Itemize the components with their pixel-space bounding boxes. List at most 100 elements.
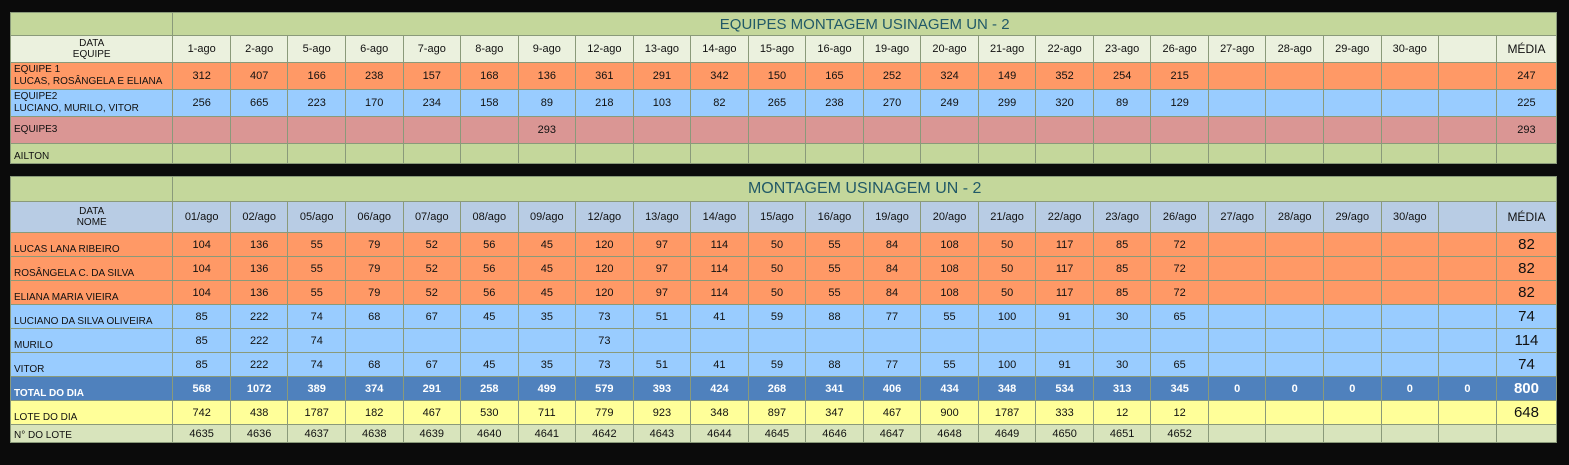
value-cell[interactable]: 117 — [1035, 232, 1094, 257]
value-cell[interactable]: 4638 — [344, 424, 404, 443]
date-header[interactable]: 26-ago — [1150, 35, 1209, 63]
value-cell[interactable]: 136 — [229, 256, 289, 281]
date-header[interactable]: 5-ago — [287, 35, 346, 63]
value-cell[interactable]: 312 — [172, 62, 231, 90]
value-cell[interactable] — [1380, 280, 1440, 305]
value-cell[interactable] — [1207, 116, 1267, 144]
media-cell[interactable]: 114 — [1495, 328, 1558, 353]
value-cell[interactable]: 352 — [1035, 62, 1094, 90]
value-cell[interactable]: 299 — [977, 89, 1037, 117]
value-cell[interactable] — [1380, 424, 1440, 443]
date-header[interactable]: 27/ago — [1207, 201, 1267, 233]
value-cell[interactable]: 249 — [920, 89, 979, 117]
value-cell[interactable]: 67 — [402, 352, 462, 377]
value-cell[interactable] — [1265, 352, 1324, 377]
value-cell[interactable]: 67 — [402, 304, 462, 329]
date-header[interactable] — [1438, 35, 1497, 63]
value-cell[interactable]: 74 — [287, 304, 346, 329]
value-cell[interactable] — [862, 143, 922, 164]
value-cell[interactable]: 55 — [805, 256, 864, 281]
value-cell[interactable]: 347 — [805, 400, 864, 425]
value-cell[interactable]: 108 — [920, 280, 979, 305]
media-cell[interactable]: 648 — [1495, 400, 1558, 425]
value-cell[interactable] — [1035, 143, 1094, 164]
value-cell[interactable] — [1207, 400, 1267, 425]
value-cell[interactable]: 12 — [1092, 400, 1152, 425]
value-cell[interactable]: 89 — [1092, 89, 1152, 117]
value-cell[interactable]: 45 — [517, 280, 577, 305]
value-cell[interactable]: 168 — [460, 62, 519, 90]
value-cell[interactable]: 136 — [229, 280, 289, 305]
value-cell[interactable]: 104 — [172, 256, 231, 281]
value-cell[interactable]: 157 — [402, 62, 462, 90]
value-cell[interactable] — [690, 328, 749, 353]
value-cell[interactable]: 0 — [1265, 376, 1324, 401]
value-cell[interactable] — [1380, 256, 1440, 281]
value-cell[interactable]: 4649 — [977, 424, 1037, 443]
person-name[interactable]: MURILO — [9, 328, 174, 353]
value-cell[interactable]: 55 — [287, 256, 346, 281]
value-cell[interactable] — [1323, 424, 1382, 443]
value-cell[interactable]: 45 — [460, 352, 519, 377]
value-cell[interactable]: 72 — [1150, 232, 1209, 257]
value-cell[interactable] — [1207, 143, 1267, 164]
value-cell[interactable]: 923 — [632, 400, 692, 425]
value-cell[interactable]: 50 — [977, 256, 1037, 281]
value-cell[interactable] — [1380, 352, 1440, 377]
value-cell[interactable]: 85 — [172, 328, 231, 353]
date-header[interactable]: 29-ago — [1323, 35, 1382, 63]
value-cell[interactable] — [1035, 116, 1094, 144]
value-cell[interactable]: 77 — [862, 304, 922, 329]
value-cell[interactable]: 215 — [1150, 62, 1209, 90]
value-cell[interactable] — [747, 143, 807, 164]
value-cell[interactable]: 85 — [1092, 256, 1152, 281]
value-cell[interactable]: 265 — [747, 89, 807, 117]
value-cell[interactable]: 170 — [344, 89, 404, 117]
value-cell[interactable] — [862, 328, 922, 353]
team-label-cell[interactable]: EQUIPE3 — [9, 116, 174, 144]
value-cell[interactable] — [690, 143, 749, 164]
value-cell[interactable]: 534 — [1035, 376, 1094, 401]
value-cell[interactable]: 136 — [229, 232, 289, 257]
value-cell[interactable]: 348 — [690, 400, 749, 425]
date-header[interactable]: 22/ago — [1035, 201, 1094, 233]
value-cell[interactable]: 50 — [977, 280, 1037, 305]
date-header[interactable]: 21-ago — [977, 35, 1037, 63]
value-cell[interactable]: 4640 — [460, 424, 519, 443]
value-cell[interactable] — [575, 116, 634, 144]
value-cell[interactable]: 374 — [344, 376, 404, 401]
value-cell[interactable] — [632, 328, 692, 353]
value-cell[interactable] — [1207, 424, 1267, 443]
value-cell[interactable] — [1380, 232, 1440, 257]
value-cell[interactable]: 89 — [517, 89, 577, 117]
value-cell[interactable]: 55 — [805, 280, 864, 305]
date-header[interactable]: 23-ago — [1092, 35, 1152, 63]
value-cell[interactable] — [1207, 304, 1267, 329]
value-cell[interactable] — [1380, 89, 1440, 117]
value-cell[interactable]: 4650 — [1035, 424, 1094, 443]
value-cell[interactable] — [1438, 352, 1497, 377]
date-header[interactable]: 27-ago — [1207, 35, 1267, 63]
value-cell[interactable] — [1265, 143, 1324, 164]
value-cell[interactable]: 182 — [344, 400, 404, 425]
value-cell[interactable] — [1265, 232, 1324, 257]
value-cell[interactable]: 91 — [1035, 304, 1094, 329]
value-cell[interactable]: 50 — [977, 232, 1037, 257]
value-cell[interactable]: 4639 — [402, 424, 462, 443]
value-cell[interactable] — [920, 116, 979, 144]
value-cell[interactable]: 4646 — [805, 424, 864, 443]
value-cell[interactable]: 238 — [344, 62, 404, 90]
value-cell[interactable] — [1265, 328, 1324, 353]
value-cell[interactable]: 79 — [344, 256, 404, 281]
value-cell[interactable]: 434 — [920, 376, 979, 401]
value-cell[interactable]: 665 — [229, 89, 289, 117]
value-cell[interactable] — [1438, 328, 1497, 353]
value-cell[interactable]: 41 — [690, 352, 749, 377]
value-cell[interactable]: 82 — [690, 89, 749, 117]
date-header[interactable]: 07/ago — [402, 201, 462, 233]
value-cell[interactable] — [1438, 400, 1497, 425]
media-cell[interactable]: 74 — [1495, 352, 1558, 377]
value-cell[interactable]: 120 — [575, 256, 634, 281]
value-cell[interactable]: 52 — [402, 256, 462, 281]
value-cell[interactable]: 117 — [1035, 280, 1094, 305]
